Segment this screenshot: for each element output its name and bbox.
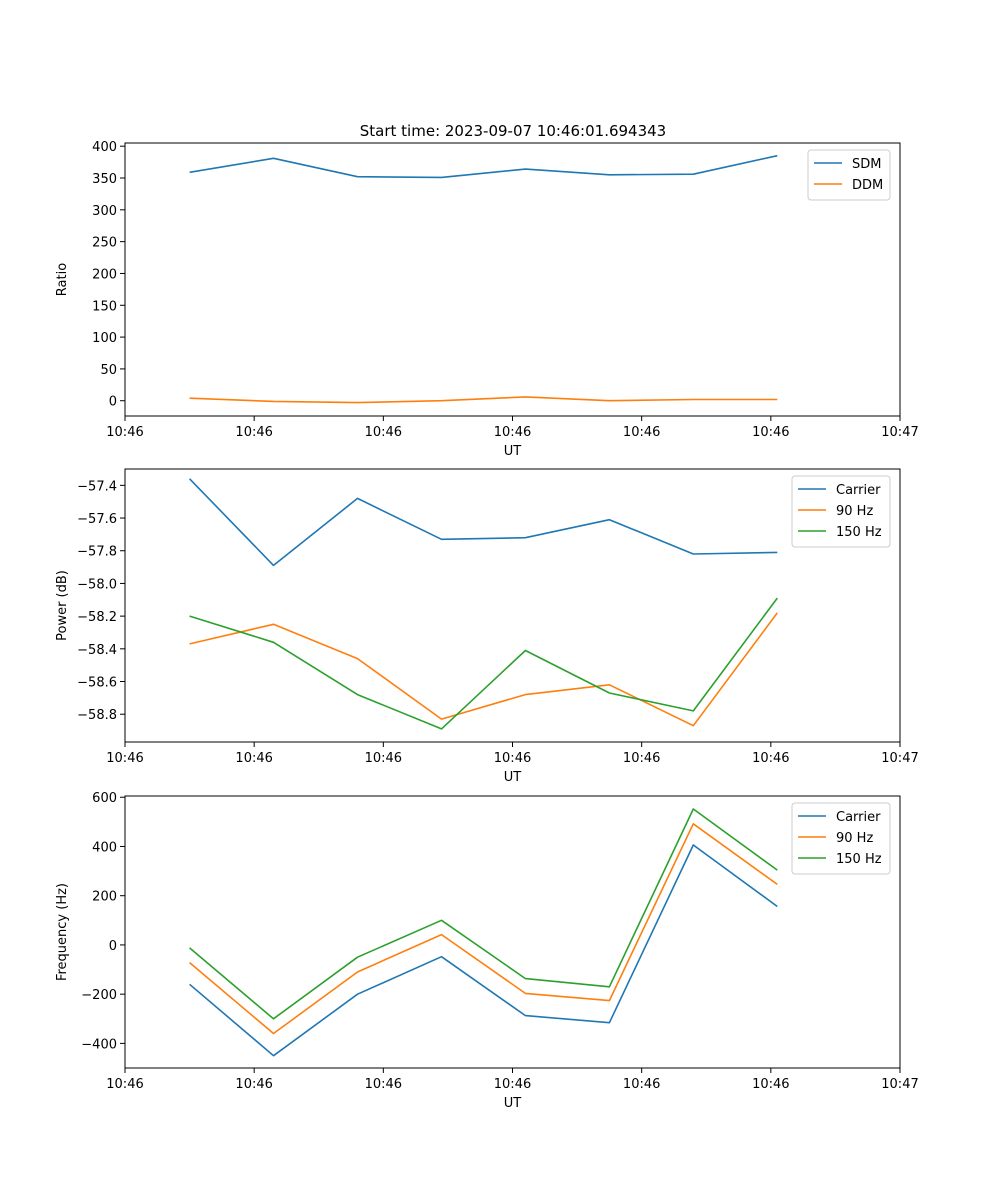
x-axis-label: UT <box>504 444 522 459</box>
x-tick-label: 10:46 <box>106 751 143 766</box>
axes-frame <box>124 468 901 743</box>
x-tick-label: 10:46 <box>623 425 660 440</box>
x-tick-label: 10:46 <box>106 425 143 440</box>
y-tick-label: −58.6 <box>77 676 117 691</box>
y-axis-label: Frequency (Hz) <box>55 883 70 981</box>
x-tick-label: 10:46 <box>752 425 789 440</box>
x-tick-label: 10:46 <box>235 1077 272 1092</box>
x-tick-label: 10:46 <box>494 751 531 766</box>
ratio-panel: 10:46 10:46 10:46 10:46 10:46 10:46 10:47 0 50 10… <box>55 140 919 459</box>
x-axis-label: UT <box>504 770 522 785</box>
y-tick-label: 350 <box>92 172 117 187</box>
y-tick-label: −57.8 <box>77 545 117 560</box>
legend-label: DDM <box>852 178 883 193</box>
x-tick-label: 10:46 <box>752 1077 789 1092</box>
y-tick-label: −58.4 <box>77 643 117 658</box>
y-tick-label: 300 <box>92 204 117 219</box>
x-tick-label: 10:46 <box>235 751 272 766</box>
series-line-carrier <box>189 478 778 567</box>
y-tick-label: −57.6 <box>77 512 117 527</box>
y-tick-label: 0 <box>109 939 117 954</box>
axes-frame <box>124 795 901 1069</box>
legend: Carrier 90 Hz 150 Hz <box>791 802 891 875</box>
x-tick-label: 10:46 <box>494 425 531 440</box>
x-tick-label: 10:47 <box>881 1077 918 1092</box>
y-tick-label: −58.8 <box>77 708 117 723</box>
y-tick-label: 600 <box>92 791 117 806</box>
legend-label: Carrier <box>836 483 881 498</box>
y-tick-label: −58.2 <box>77 610 117 625</box>
series-line-150-hz <box>189 597 778 730</box>
series-line-sdm <box>189 154 778 179</box>
x-tick-label: 10:47 <box>881 751 918 766</box>
x-tick-label: 10:46 <box>623 1077 660 1092</box>
y-tick-label: 50 <box>100 363 117 378</box>
legend-label: SDM <box>852 157 881 172</box>
legend-box <box>791 475 891 548</box>
y-tick-label: 200 <box>92 890 117 905</box>
figure-title: Start time: 2023-09-07 10:46:01.694343 <box>360 122 666 140</box>
series-line-ddm <box>189 396 778 404</box>
legend-label: Carrier <box>836 810 881 825</box>
x-tick-label: 10:46 <box>365 425 402 440</box>
y-tick-label: 400 <box>92 840 117 855</box>
x-tick-label: 10:46 <box>106 1077 143 1092</box>
legend-label: 150 Hz <box>836 852 882 867</box>
y-tick-label: −58.0 <box>77 577 117 592</box>
series-line-carrier <box>189 844 778 1057</box>
y-axis-label: Ratio <box>55 263 70 296</box>
legend: Carrier 90 Hz 150 Hz <box>791 475 891 548</box>
x-tick-label: 10:46 <box>365 1077 402 1092</box>
series-line-150-hz <box>189 808 778 1020</box>
legend-label: 90 Hz <box>836 831 873 846</box>
x-tick-label: 10:46 <box>752 751 789 766</box>
y-tick-label: 150 <box>92 299 117 314</box>
legend: SDM DDM <box>807 149 891 201</box>
x-tick-label: 10:46 <box>235 425 272 440</box>
power-panel: 10:46 10:46 10:46 10:46 10:46 10:46 10:47 −57.4… <box>55 468 919 785</box>
legend-label: 150 Hz <box>836 525 882 540</box>
frequency-panel: 10:46 10:46 10:46 10:46 10:46 10:46 10:47 600 40… <box>55 791 919 1111</box>
y-tick-label: −57.4 <box>77 479 117 494</box>
series-line-90-hz <box>189 822 778 1035</box>
x-tick-label: 10:47 <box>881 425 918 440</box>
y-tick-label: 200 <box>92 267 117 282</box>
y-tick-label: 250 <box>92 236 117 251</box>
y-axis-label: Power (dB) <box>55 570 70 641</box>
y-tick-label: 400 <box>92 140 117 155</box>
y-tick-label: −400 <box>81 1037 117 1052</box>
axes-frame <box>124 142 901 417</box>
series-line-90-hz <box>189 612 778 727</box>
x-tick-label: 10:46 <box>623 751 660 766</box>
x-axis-label: UT <box>504 1096 522 1111</box>
legend-box <box>791 802 891 875</box>
x-tick-label: 10:46 <box>494 1077 531 1092</box>
y-tick-label: −200 <box>81 988 117 1003</box>
y-tick-label: 100 <box>92 331 117 346</box>
x-tick-label: 10:46 <box>365 751 402 766</box>
legend-label: 90 Hz <box>836 504 873 519</box>
y-tick-label: 0 <box>109 395 117 410</box>
